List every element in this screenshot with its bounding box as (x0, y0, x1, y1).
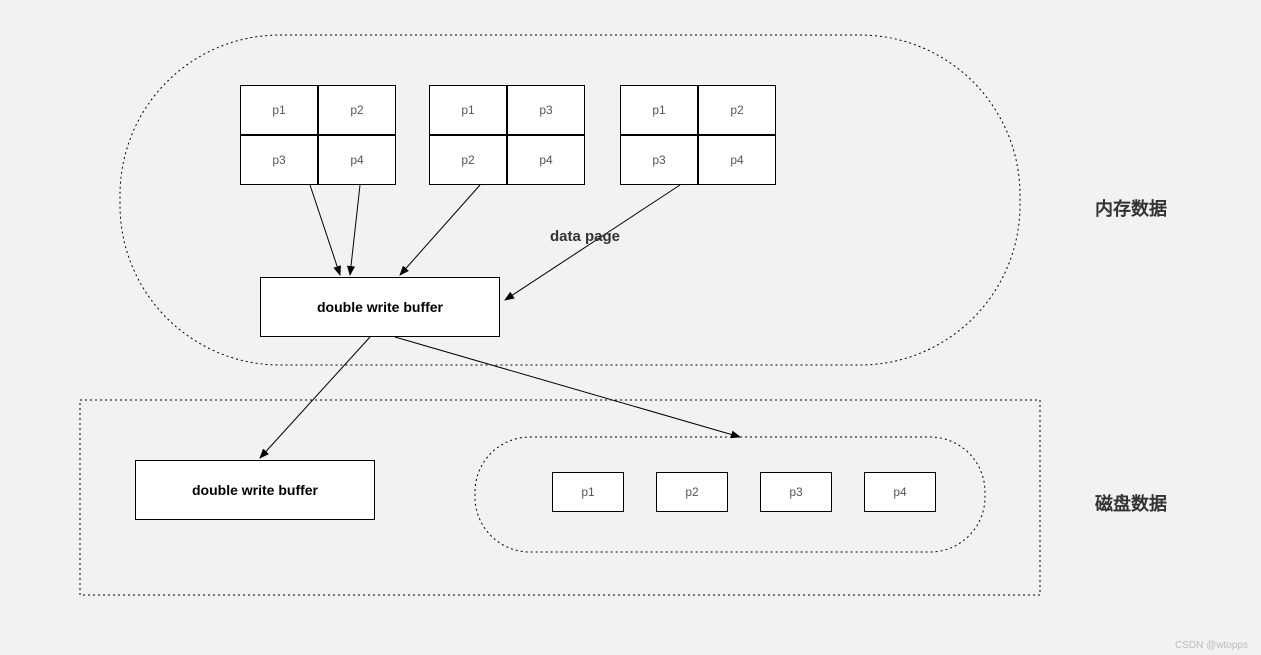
grid2-p1: p1 (429, 85, 507, 135)
grid1-p1: p1 (240, 85, 318, 135)
disk-p4: p4 (864, 472, 936, 512)
grid2-p3: p3 (507, 85, 585, 135)
grid3-p3: p3 (620, 135, 698, 185)
grid1-p3: p3 (240, 135, 318, 185)
disk-label: 磁盘数据 (1095, 490, 1167, 516)
diagram-canvas: p1 p2 p3 p4 p1 p3 p2 p4 p1 p2 p3 p4 data… (0, 0, 1261, 655)
dwb-memory: double write buffer (260, 277, 500, 337)
grid1-p4: p4 (318, 135, 396, 185)
disk-p1: p1 (552, 472, 624, 512)
grid3-p1: p1 (620, 85, 698, 135)
watermark: CSDN @wtopps (1175, 640, 1248, 651)
grid3-p4: p4 (698, 135, 776, 185)
disk-p3: p3 (760, 472, 832, 512)
grid1-p2: p2 (318, 85, 396, 135)
grid3-p2: p2 (698, 85, 776, 135)
disk-p2: p2 (656, 472, 728, 512)
grid2-p4: p4 (507, 135, 585, 185)
grid2-p2: p2 (429, 135, 507, 185)
data-page-label: data page (550, 228, 620, 245)
dwb-disk: double write buffer (135, 460, 375, 520)
memory-label: 内存数据 (1095, 195, 1167, 221)
